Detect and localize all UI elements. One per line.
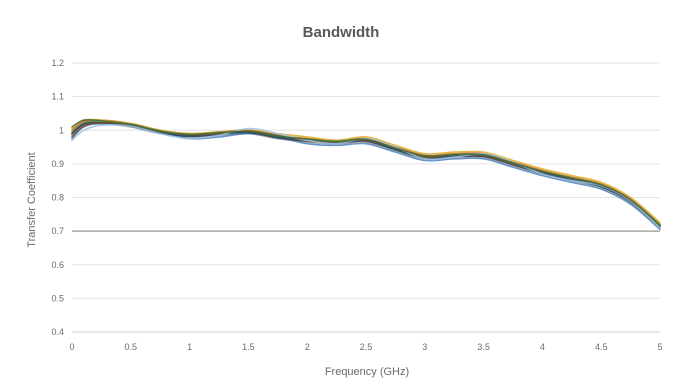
x-tick-label: 4.5 — [595, 342, 608, 352]
x-tick-label: 4 — [540, 342, 545, 352]
x-tick-label: 1 — [187, 342, 192, 352]
x-tick-label: 3 — [422, 342, 427, 352]
x-tick-label: 5 — [657, 342, 662, 352]
series-line-3 — [71, 118, 661, 224]
y-tick-label: 0.7 — [51, 226, 64, 236]
x-axis-title: Frequency (GHz) — [325, 366, 409, 378]
y-tick-label: 0.6 — [51, 260, 64, 270]
series-line-9 — [71, 118, 661, 227]
x-tick-label: 1.5 — [242, 342, 255, 352]
y-tick-label: 0.4 — [51, 327, 64, 337]
y-tick-label: 0.9 — [51, 159, 64, 169]
x-tick-label: 3.5 — [477, 342, 490, 352]
x-tick-labels: 0 0.5 1 1.5 2 2.5 3 3.5 4 4.5 5 — [69, 342, 662, 352]
y-tick-labels: 0.4 0.5 0.6 0.7 0.8 0.9 1 1.1 1.2 — [51, 58, 64, 337]
x-tick-label: 0.5 — [125, 342, 138, 352]
y-tick-label: 1.1 — [51, 92, 64, 102]
gridlines — [72, 62, 660, 333]
x-tick-label: 2.5 — [360, 342, 373, 352]
y-tick-label: 1 — [59, 125, 64, 135]
y-tick-label: 0.8 — [51, 193, 64, 203]
series-line-1 — [71, 119, 661, 226]
x-tick-label: 2 — [305, 342, 310, 352]
y-tick-label: 0.5 — [51, 293, 64, 303]
series-lines — [71, 118, 661, 231]
x-tick-label: 0 — [69, 342, 74, 352]
y-axis-title: Transfer Coefficient — [26, 152, 38, 247]
y-tick-label: 1.2 — [51, 58, 64, 68]
chart-title: Bandwidth — [303, 24, 380, 41]
